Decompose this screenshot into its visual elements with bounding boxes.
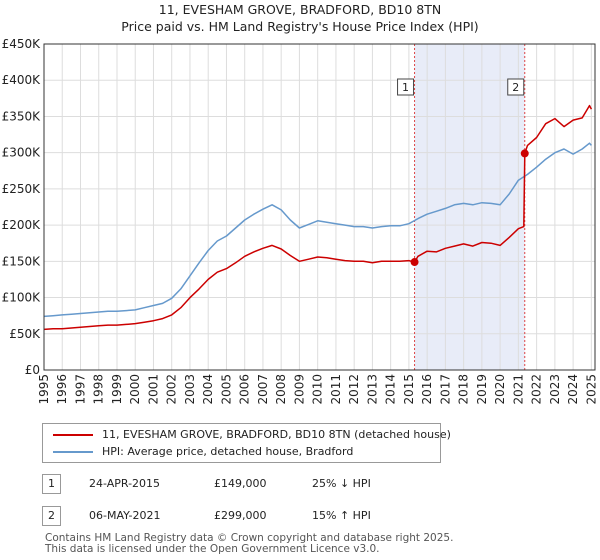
y-tick-label: £400K [2, 73, 42, 87]
x-tick-label: 2006 [238, 374, 252, 405]
x-tick-label: 2002 [165, 374, 179, 405]
x-tick-label: 1997 [73, 374, 87, 405]
x-tick-label: 1996 [55, 374, 69, 405]
x-tick-label: 2018 [457, 374, 471, 405]
y-tick-label: £200K [2, 218, 42, 232]
y-tick-label: £50K [9, 327, 41, 341]
x-tick-label: 2004 [201, 374, 215, 405]
y-tick-label: £300K [2, 146, 42, 160]
sale-point-marker [520, 149, 529, 158]
x-tick-label: 2014 [384, 374, 398, 405]
legend-swatch-hpi [53, 451, 93, 453]
plot-frame [43, 43, 596, 371]
legend-label-hpi: HPI: Average price, detached house, Brad… [102, 445, 354, 458]
transaction-date: 06-MAY-2021 [89, 509, 161, 522]
sale-label-box [397, 78, 415, 96]
x-tick-label: 2022 [530, 374, 544, 405]
sale-point-marker [410, 258, 419, 267]
hpi-line [43, 142, 592, 318]
legend-label-property: 11, EVESHAM GROVE, BRADFORD, BD10 8TN (d… [102, 428, 451, 441]
y-tick-label: £250K [2, 182, 42, 196]
x-tick-label: 2000 [128, 374, 142, 405]
x-tick-label: 2010 [311, 374, 325, 405]
property-price-line [43, 104, 593, 331]
x-tick-label: 2016 [420, 374, 434, 405]
x-tick-label: 1999 [110, 374, 124, 405]
x-tick-label: 2024 [566, 374, 580, 405]
transaction-price: £149,000 [214, 477, 267, 490]
transaction-date: 24-APR-2015 [89, 477, 161, 490]
chart-title-line2: Price paid vs. HM Land Registry's House … [121, 19, 479, 34]
sale-label-box [507, 78, 525, 96]
y-tick-label: £150K [2, 254, 42, 268]
x-tick-label: 1998 [92, 374, 106, 405]
x-tick-label: 2011 [329, 374, 343, 405]
transaction-marker-badge: 2 [42, 506, 61, 526]
transaction-hpi-diff: 15% ↑ HPI [312, 509, 371, 522]
transaction-price: £299,000 [214, 509, 267, 522]
x-tick-label: 2020 [493, 374, 507, 405]
x-tick-label: 2019 [475, 374, 489, 405]
x-tick-label: 2013 [365, 374, 379, 405]
x-tick-label: 2012 [347, 374, 361, 405]
x-tick-label: 2021 [511, 374, 525, 405]
x-tick-label: 2009 [292, 374, 306, 405]
sale-label: 2 [512, 81, 519, 94]
sale-period-shading [414, 44, 525, 370]
price-chart: £0 £50K £100K £150K £200K £250K £300K £350K £400… [2, 37, 599, 405]
x-tick-label: 2023 [548, 374, 562, 405]
transaction-hpi-diff: 25% ↓ HPI [312, 477, 371, 490]
footer-copyright: Contains HM Land Registry data © Crown c… [45, 532, 454, 544]
y-tick-label: £350K [2, 109, 42, 123]
y-tick-label: £100K [2, 291, 42, 305]
x-tick-label: 2003 [183, 374, 197, 405]
x-tick-label: 2025 [584, 374, 598, 405]
transaction-marker-badge: 1 [42, 474, 61, 494]
footer-licence: This data is licensed under the Open Gov… [45, 543, 380, 555]
x-tick-label: 2015 [402, 374, 416, 405]
chart-legend: 11, EVESHAM GROVE, BRADFORD, BD10 8TN (d… [42, 423, 451, 463]
x-tick-label: 2008 [274, 374, 288, 405]
sale-label: 1 [402, 81, 409, 94]
x-tick-label: 2007 [256, 374, 270, 405]
x-tick-label: 2001 [146, 374, 160, 405]
y-tick-label: £0 [25, 363, 40, 377]
x-tick-label: 2005 [219, 374, 233, 405]
legend-swatch-property [53, 434, 93, 436]
y-tick-label: £450K [2, 37, 42, 51]
x-tick-label: 1995 [37, 374, 51, 405]
x-tick-label: 2017 [438, 374, 452, 405]
chart-title-line1: 11, EVESHAM GROVE, BRADFORD, BD10 8TN [158, 2, 442, 17]
